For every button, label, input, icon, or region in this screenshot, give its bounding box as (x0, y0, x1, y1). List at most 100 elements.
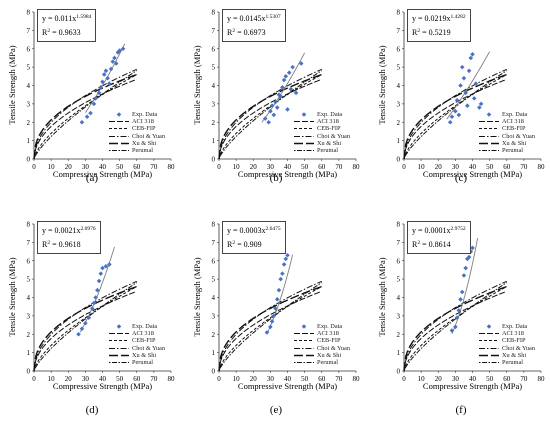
legend-swatch (116, 324, 122, 329)
model-line-aci-318 (403, 290, 507, 372)
legend-entry: CEB-FIP (294, 125, 350, 132)
data-point (79, 119, 85, 125)
x-tick-label: 80 (353, 163, 361, 171)
y-axis-label: Tensile Strength (MPa) (377, 44, 387, 125)
legend-label: Xu & Shi (502, 139, 527, 147)
legend-label: Perumal (132, 146, 153, 154)
data-point (112, 55, 117, 61)
legend-label: ACI 318 (317, 330, 339, 338)
panel-letter: (e) (269, 404, 283, 416)
x-tick-label: 60 (133, 375, 141, 383)
data-point (281, 262, 287, 267)
data-point (93, 295, 98, 300)
data-point (96, 278, 102, 284)
x-tick-label: 30 (452, 375, 460, 383)
x-axis-label: Compressive Strength (MPa) (237, 169, 338, 179)
data-point (117, 48, 122, 53)
equation-text: y = 0.0001x2.9752 (412, 226, 466, 235)
legend-swatch (479, 135, 499, 137)
y-tick-label: 7 (397, 27, 401, 35)
data-point (286, 70, 292, 75)
model-line-perumal (403, 282, 508, 372)
equation-text: y = 0.0003x2.6475 (227, 226, 281, 235)
legend-entry: ACI 318 (294, 118, 350, 125)
data-point (274, 105, 280, 110)
y-tick-label: 0 (212, 156, 216, 164)
legend-swatch (301, 112, 307, 117)
r-squared-text: R2 = 0.6973 (227, 28, 266, 37)
x-tick-label: 80 (168, 375, 176, 383)
legend-label: ACI 318 (132, 118, 154, 126)
data-point (101, 72, 107, 77)
legend: Exp. Data ACI 318 CEB-FIP Choi & Yuan Xu & S… (479, 323, 535, 366)
x-tick-label: 50 (116, 163, 124, 171)
data-point (293, 90, 299, 96)
legend-entry: Exp. Data (479, 111, 535, 118)
data-point (458, 83, 463, 88)
legend-label: Exp. Data (132, 111, 158, 118)
data-point (91, 101, 97, 107)
y-tick-label: 8 (27, 221, 31, 229)
equation-text: y = 0.0219x1.4282 (412, 14, 466, 23)
x-tick-label: 50 (486, 163, 494, 171)
legend-entry: Xu & Shi (109, 140, 165, 147)
data-point (458, 297, 463, 302)
chart-panel-3: 0 10 20 30 40 50 60 70 80 0 1 2 3 4 5 6 7 8 (397, 9, 546, 172)
x-tick-label: 60 (503, 375, 511, 383)
legend-label: CEB-FIP (132, 337, 156, 345)
x-tick-label: 10 (418, 375, 426, 383)
data-point (454, 97, 460, 103)
data-point (269, 319, 275, 324)
legend-entry: Xu & Shi (294, 140, 350, 147)
x-tick-label: 30 (267, 375, 275, 383)
model-line-ceb-fip (33, 74, 137, 160)
y-tick-label: 2 (397, 119, 401, 127)
equation-text: y = 0.0021x2.0976 (42, 226, 96, 235)
equation-box: y = 0.0219x1.4282 R2 = 0.5219 (407, 9, 471, 42)
model-line-perumal (33, 70, 138, 160)
chart-panel-1: 0 10 20 30 40 50 60 70 80 0 1 2 3 4 5 6 7 8 (27, 9, 176, 172)
data-point (108, 66, 114, 72)
y-axis-label: Tensile Strength (MPa) (192, 44, 202, 125)
data-point (120, 46, 126, 52)
trendline (261, 52, 306, 123)
x-tick-label: 20 (250, 375, 258, 383)
legend-entry: Xu & Shi (294, 352, 350, 359)
model-line-xu-shi (33, 73, 137, 160)
x-tick-label: 0 (402, 163, 406, 171)
legend-label: CEB-FIP (317, 337, 341, 345)
data-point (285, 107, 290, 112)
legend: Exp. Data ACI 318 CEB-FIP Choi & Yuan Xu & S… (109, 111, 165, 154)
legend-swatch (109, 135, 129, 137)
x-tick-label: 30 (82, 163, 90, 171)
x-tick-label: 0 (217, 163, 221, 171)
legend-entry: Choi & Yuan (109, 133, 165, 140)
legend-swatch (294, 340, 314, 342)
x-axis-label: Compressive Strength (MPa) (237, 381, 338, 391)
y-tick-label: 0 (27, 156, 31, 164)
y-tick-label: 4 (212, 82, 216, 90)
data-point (96, 90, 102, 96)
legend-entry: Xu & Shi (109, 352, 165, 359)
equation-box: y = 0.0003x2.6475 R2 = 0.909 (222, 221, 286, 254)
x-axis-label: Compressive Strength (MPa) (422, 169, 523, 179)
legend-entry: Choi & Yuan (109, 345, 165, 352)
legend-swatch (479, 347, 499, 349)
legend-swatch (479, 362, 499, 364)
legend-entry: CEB-FIP (109, 125, 165, 132)
data-point (453, 324, 458, 330)
legend-label: CEB-FIP (502, 125, 526, 133)
legend-swatch (301, 324, 307, 329)
legend-entry: ACI 318 (479, 118, 535, 125)
x-tick-label: 50 (116, 375, 124, 383)
legend-swatch (294, 333, 314, 335)
equation-box: y = 0.011x1.5984 R2 = 0.9633 (37, 9, 97, 42)
x-tick-label: 20 (250, 163, 258, 171)
legend-swatch (109, 333, 129, 335)
y-tick-label: 1 (27, 349, 31, 357)
model-line-xu-shi (403, 73, 507, 160)
r-squared-text: R2 = 0.5219 (412, 28, 451, 37)
x-tick-label: 20 (435, 375, 443, 383)
equation-box: y = 0.0145x1.5307 R2 = 0.6973 (222, 9, 286, 42)
